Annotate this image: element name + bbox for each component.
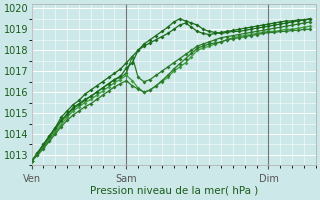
X-axis label: Pression niveau de la mer( hPa ): Pression niveau de la mer( hPa ) (90, 186, 258, 196)
